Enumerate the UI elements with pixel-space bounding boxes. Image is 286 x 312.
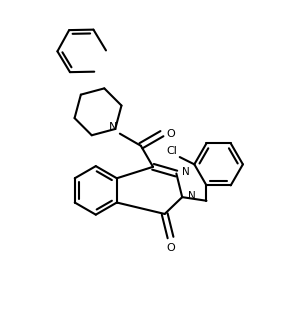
Text: Cl: Cl bbox=[166, 146, 177, 156]
Text: N: N bbox=[188, 191, 195, 201]
Text: O: O bbox=[166, 243, 175, 253]
Text: N: N bbox=[109, 122, 117, 132]
Text: N: N bbox=[182, 167, 190, 177]
Text: O: O bbox=[166, 129, 175, 139]
